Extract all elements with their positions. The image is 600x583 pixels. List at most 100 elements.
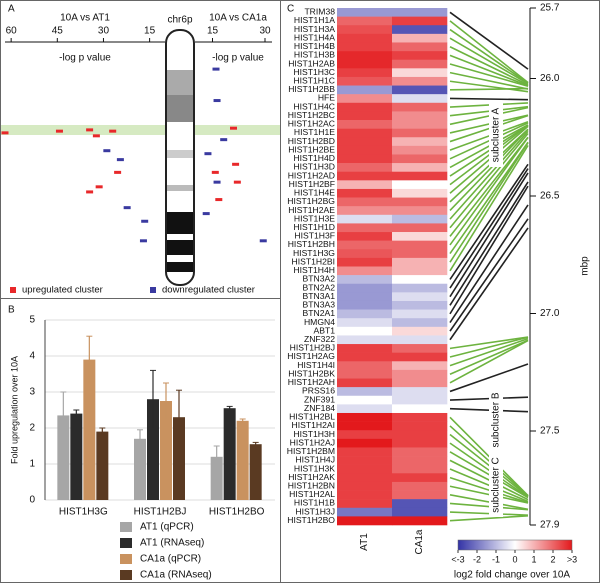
left-xlabel: -log p value — [59, 53, 111, 64]
y-tick-label: 5 — [29, 315, 35, 326]
heatmap-cell — [392, 249, 448, 259]
annotation-bg — [489, 103, 503, 167]
colorbar-tick-label: 0 — [512, 554, 517, 564]
heatmap-cell — [337, 188, 393, 198]
heatmap-cell — [337, 335, 393, 345]
heatmap-cell — [392, 438, 448, 448]
legend-swatch — [120, 522, 132, 532]
legend-label: CA1a (qPCR) — [140, 554, 201, 565]
row-label: HIST1H2BF — [289, 179, 335, 189]
gene-link — [449, 28, 529, 84]
heatmap-cell — [337, 387, 393, 397]
bar — [249, 444, 262, 500]
row-label: ZNF322 — [304, 334, 335, 344]
panel-label: B — [8, 305, 15, 316]
heatmap-cell — [337, 490, 393, 500]
heatmap-cell — [392, 456, 448, 465]
marker — [92, 134, 100, 138]
annotation-bg — [489, 453, 503, 517]
legend-label: AT1 (RNAseq) — [140, 538, 204, 549]
row-label: HIST1H1A — [294, 15, 335, 25]
heatmap-cell — [392, 309, 448, 319]
gene-link — [449, 218, 529, 332]
heatmap-cell — [337, 16, 393, 26]
row-label: HFE — [318, 93, 335, 103]
heatmap-cell — [337, 85, 393, 95]
panel-label: A — [8, 4, 15, 15]
heatmap-cell — [392, 335, 448, 345]
heatmap-cell — [392, 300, 448, 310]
row-label: HIST1H2BB — [288, 84, 335, 94]
row-label: HIST1H4H — [293, 265, 335, 275]
row-label: HIST1H2BL — [289, 412, 335, 422]
gene-link — [449, 87, 529, 91]
right-xlabel: -log p value — [212, 53, 264, 64]
row-label: HIST1H3C — [293, 67, 335, 77]
row-label: HIST1H2AK — [288, 472, 335, 482]
marker — [232, 162, 240, 166]
bar — [173, 417, 185, 500]
heatmap-cell — [392, 188, 448, 198]
y-axis-label: mbp — [580, 256, 591, 276]
row-label: HIST1H2AL — [289, 489, 335, 499]
heatmap-cell — [337, 516, 393, 526]
y-tick-label: 4 — [29, 351, 35, 362]
bar — [147, 399, 159, 500]
gene-link — [449, 71, 529, 90]
colorbar-tick-label: -1 — [492, 554, 500, 564]
row-label: HIST1H3E — [294, 213, 335, 223]
heatmap-cell — [392, 473, 448, 483]
heatmap-cell — [337, 51, 393, 60]
panel-label: C — [287, 4, 294, 15]
gene-link — [449, 336, 529, 358]
legend-swatch — [120, 538, 132, 548]
row-label: HIST1H4C — [293, 101, 335, 111]
marker — [211, 170, 219, 174]
legend-label: upregulated cluster — [22, 285, 103, 296]
marker — [204, 152, 212, 156]
chromosome — [165, 29, 195, 286]
row-label: ZNF391 — [304, 394, 335, 404]
legend-label: AT1 (qPCR) — [140, 522, 194, 533]
row-label: HIST1H4A — [294, 32, 335, 42]
gene-link — [449, 337, 529, 367]
y-tick-label: 27.5 — [540, 426, 560, 437]
heatmap-cell — [392, 378, 448, 388]
y-tick-label: 0 — [29, 495, 35, 506]
row-label: HIST1H3F — [294, 231, 335, 241]
colorbar-tick-label: 2 — [550, 554, 555, 564]
heatmap-cell — [392, 232, 448, 241]
gene-link — [449, 20, 529, 84]
heatmap-cell — [337, 378, 393, 388]
heatmap-cell — [392, 171, 448, 181]
x-tick-label: 30 — [259, 26, 271, 37]
heatmap-cell — [337, 163, 393, 173]
row-label: HIST1H2BC — [288, 110, 335, 120]
row-label: HIST1H3A — [294, 24, 335, 34]
marker — [95, 185, 103, 189]
colorbar-tick-label: -2 — [473, 554, 481, 564]
marker — [103, 149, 111, 153]
gene-link — [449, 339, 529, 384]
gene-link — [449, 130, 529, 220]
heatmap-cell — [392, 42, 448, 52]
row-label: PRSS16 — [302, 386, 335, 396]
y-tick-label: 2 — [29, 423, 35, 434]
heatmap-cell — [392, 206, 448, 216]
row-label: HIST1H2AC — [288, 119, 335, 129]
colorbar — [457, 539, 573, 551]
x-tick-label: HIST1H3G — [59, 507, 108, 518]
heatmap-cell — [337, 395, 393, 405]
heatmap-cell — [392, 421, 448, 431]
heatmap-cell — [337, 249, 393, 259]
row-label: HIST1H3D — [293, 162, 335, 172]
y-tick-label: 27.9 — [540, 520, 560, 531]
marker — [1, 131, 9, 135]
gene-link — [449, 37, 529, 85]
heatmap-cell — [337, 120, 393, 129]
heatmap-cell — [392, 490, 448, 500]
heatmap-cell — [392, 387, 448, 397]
heatmap-cell — [337, 499, 393, 509]
annotation: subcluster B — [491, 392, 502, 447]
heatmap-cell — [392, 240, 448, 250]
